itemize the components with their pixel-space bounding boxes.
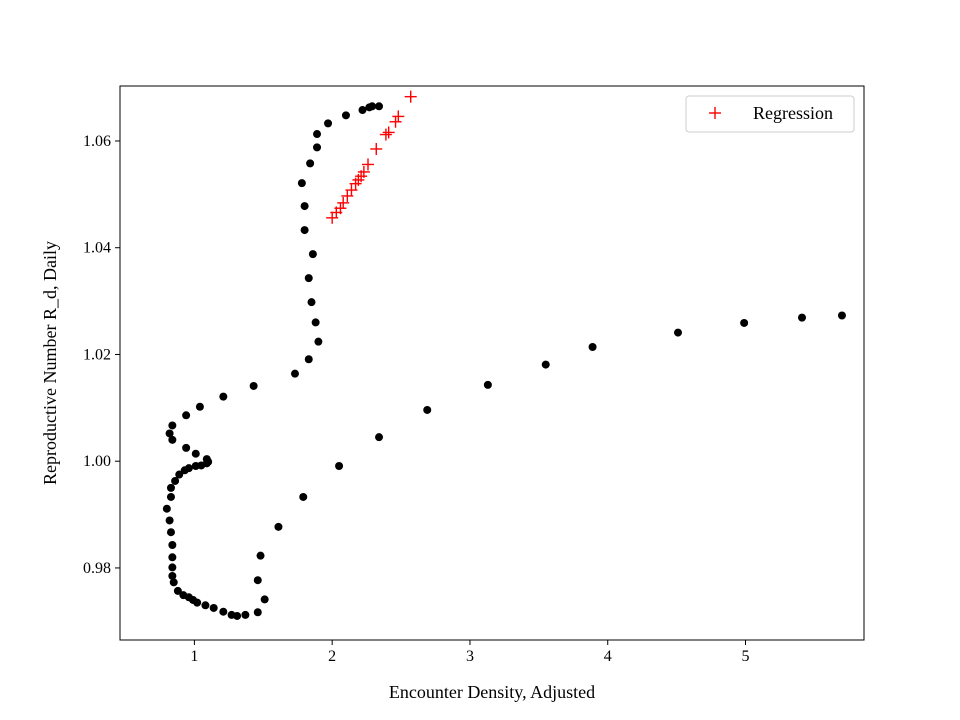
x-tick-label: 3 [466,648,474,665]
legend-marker-regression [709,107,721,119]
legend: Regression [685,95,855,133]
data-point [306,159,315,168]
x-tick-label: 2 [328,648,336,665]
data-point [297,179,306,188]
data-point [171,476,180,485]
data-point [165,429,174,438]
data-point [335,462,344,471]
data-point [169,578,178,587]
data-point [168,435,177,444]
data-point [227,610,236,619]
regression-point [334,202,347,215]
data-point [195,402,204,411]
data-point [740,318,749,327]
data-point [179,591,188,600]
data-point [358,106,367,115]
data-point [260,595,269,604]
data-point [201,601,210,610]
data-point [311,318,320,327]
data-point [541,360,550,369]
regression-point [389,115,402,128]
x-tick-label: 4 [604,648,612,665]
data-point [202,455,211,464]
data-point [837,311,846,320]
regression-point [404,90,417,103]
data-point [304,355,313,364]
regression-point [357,165,370,178]
legend-frame [685,95,855,133]
data-point [168,540,177,549]
y-tick-label: 1.06 [83,133,111,150]
plot-frame [119,85,865,641]
data-point [798,313,806,322]
x-axis: 1 2 3 4 5 [190,640,750,665]
data-point [249,381,258,390]
data-point [253,576,262,585]
data-point [168,421,177,430]
data-point [274,522,283,531]
data-point [304,274,313,283]
data-point [341,111,350,120]
data-point [184,464,193,473]
data-point [313,143,322,152]
data-point [483,380,492,389]
regression-point [345,184,358,197]
data-point [307,298,316,307]
data-point [423,405,432,414]
x-tick-label: 5 [742,648,750,665]
data-point [290,369,299,378]
data-point [241,610,250,619]
data-point [182,411,191,420]
x-axis-label: Encounter Density, Adjusted [389,682,595,702]
data-point [168,571,177,580]
data-point [219,392,228,401]
regression-point [337,196,350,209]
data-point [166,492,175,501]
data-point [375,433,384,442]
data-point [173,586,182,595]
data-point [308,250,317,259]
data-point [162,504,171,513]
y-tick-label: 1.02 [83,346,111,363]
regression-point [382,126,395,139]
data-point [209,603,218,612]
y-axis: 0.98 1.00 1.02 1.04 1.06 [83,133,120,577]
regression-point [392,110,405,123]
regression-point [362,158,374,171]
data-point [588,342,597,351]
data-point [375,102,384,111]
y-axis-label: Reproductive Number R_d, Daily [40,241,60,485]
data-point [191,449,200,458]
data-point [166,483,175,492]
data-point [166,528,175,537]
points-layer [162,90,846,620]
data-point [300,226,309,235]
data-point [299,492,308,501]
y-tick-label: 1.04 [83,240,111,257]
plot-area [120,86,864,640]
data-point [300,202,309,211]
data-point [168,563,177,572]
data-point [313,130,322,139]
data-point [674,328,682,337]
data-point [314,337,323,346]
y-tick-label: 1.00 [83,453,111,470]
regression-point [379,128,392,141]
regression-point [370,142,383,155]
data-point [324,119,333,128]
data-point [219,607,228,616]
data-point [168,553,177,562]
data-point [253,608,262,617]
x-tick-label: 1 [190,648,198,665]
data-point [368,102,377,111]
y-tick-label: 0.98 [83,560,111,577]
legend-label-regression: Regression [753,103,833,123]
data-point [182,443,191,452]
data-point [175,470,184,479]
data-point [256,551,265,560]
data-point [165,516,174,525]
